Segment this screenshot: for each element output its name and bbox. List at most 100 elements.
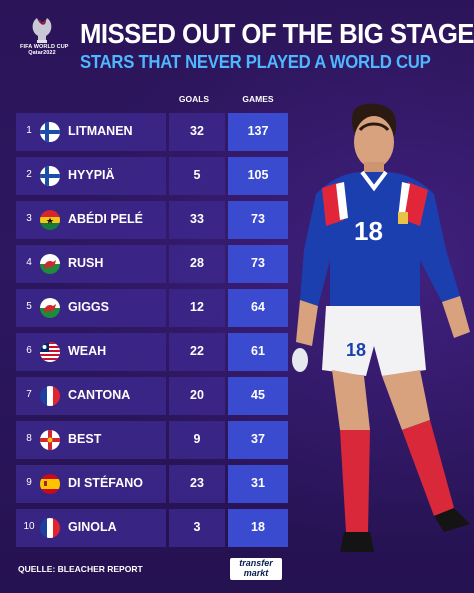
goals-cell: 32 — [169, 113, 225, 151]
name-cell: 3 ABÉDI PELÉ — [16, 201, 166, 239]
rank-number: 6 — [26, 345, 32, 356]
table-row: 1 LITMANEN 32 137 — [16, 113, 288, 151]
spain-flag-icon — [40, 474, 60, 494]
table-row: 6 WEAH 22 61 — [16, 333, 288, 371]
table-row: 3 ABÉDI PELÉ 33 73 — [16, 201, 288, 239]
trophy-icon — [32, 18, 52, 43]
player-name: GIGGS — [68, 300, 109, 314]
games-value: 37 — [251, 432, 265, 446]
name-cell: 9 DI STÉFANO — [16, 465, 166, 503]
games-cell: 73 — [228, 245, 288, 283]
finland-flag-icon — [40, 122, 60, 142]
page-title: MISSED OUT OF THE BIG STAGE — [80, 18, 474, 49]
games-cell: 31 — [228, 465, 288, 503]
player-name: WEAH — [68, 344, 107, 358]
player-name: HYYPIÄ — [68, 168, 115, 182]
table-row: 2 HYYPIÄ 5 105 — [16, 157, 288, 195]
goals-cell: 12 — [169, 289, 225, 327]
games-value: 137 — [247, 124, 269, 138]
goals-value: 33 — [190, 212, 204, 226]
games-value: 61 — [251, 344, 265, 358]
player-name: ABÉDI PELÉ — [68, 212, 144, 226]
goals-cell: 22 — [169, 333, 225, 371]
games-cell: 18 — [228, 509, 288, 547]
games-value: 73 — [251, 256, 265, 270]
games-value: 73 — [251, 212, 265, 226]
france-flag-icon — [40, 386, 60, 406]
brand-line-1: transfer — [239, 558, 273, 568]
shorts-number: 18 — [346, 340, 366, 360]
world-cup-logo: FIFA WORLD CUP Qatar2022 — [20, 16, 69, 56]
rank-number: 10 — [23, 521, 35, 532]
name-cell: 10 GINOLA — [16, 509, 166, 547]
goals-value: 12 — [190, 300, 204, 314]
source-credit: QUELLE: BLEACHER REPORT — [18, 564, 143, 574]
goals-value: 9 — [193, 432, 201, 446]
logo-line-1: FIFA WORLD CUP — [20, 44, 69, 50]
goals-cell: 23 — [169, 465, 225, 503]
goals-value: 3 — [193, 520, 201, 534]
table-row: 8 BEST 9 37 — [16, 421, 288, 459]
player-name: GINOLA — [68, 520, 117, 534]
goals-value: 20 — [190, 388, 204, 402]
brand-line-2: markt — [243, 568, 269, 578]
goals-value: 5 — [193, 168, 201, 182]
wales-flag-icon — [40, 254, 60, 274]
games-cell: 45 — [228, 377, 288, 415]
france-flag-icon — [40, 518, 60, 538]
player-photo: 18 18 — [270, 100, 474, 565]
games-cell: 73 — [228, 201, 288, 239]
rank-number: 5 — [26, 301, 32, 312]
games-cell: 37 — [228, 421, 288, 459]
table-row: 4 RUSH 28 73 — [16, 245, 288, 283]
shirt-number: 18 — [354, 216, 383, 246]
rank-number: 9 — [26, 477, 32, 488]
table-row: 10 GINOLA 3 18 — [16, 509, 288, 547]
goals-cell: 3 — [169, 509, 225, 547]
logo-line-2: Qatar2022 — [28, 50, 56, 56]
goals-cell: 33 — [169, 201, 225, 239]
liberia-flag-icon — [40, 342, 60, 362]
name-cell: 7 CANTONA — [16, 377, 166, 415]
finland-flag-icon — [40, 166, 60, 186]
table-row: 5 GIGGS 12 64 — [16, 289, 288, 327]
games-cell: 105 — [228, 157, 288, 195]
player-name: BEST — [68, 432, 102, 446]
rank-number: 7 — [26, 389, 32, 400]
player-name: RUSH — [68, 256, 104, 270]
games-value: 18 — [251, 520, 265, 534]
name-cell: 4 RUSH — [16, 245, 166, 283]
rank-number: 2 — [26, 169, 32, 180]
name-cell: 2 HYYPIÄ — [16, 157, 166, 195]
goals-cell: 28 — [169, 245, 225, 283]
goals-value: 22 — [190, 344, 204, 358]
rank-number: 4 — [26, 257, 32, 268]
goals-cell: 5 — [169, 157, 225, 195]
games-cell: 61 — [228, 333, 288, 371]
games-value: 31 — [251, 476, 265, 490]
table-row: 7 CANTONA 20 45 — [16, 377, 288, 415]
goals-column-header: GOALS — [178, 94, 210, 104]
name-cell: 5 GIGGS — [16, 289, 166, 327]
table-row: 9 DI STÉFANO 23 31 — [16, 465, 288, 503]
transfermarkt-logo: transfer markt — [230, 558, 282, 580]
wales-flag-icon — [40, 298, 60, 318]
games-value: 45 — [251, 388, 265, 402]
name-cell: 8 BEST — [16, 421, 166, 459]
goals-value: 28 — [190, 256, 204, 270]
rank-number: 3 — [26, 213, 32, 224]
northern-ireland-flag-icon — [40, 430, 60, 450]
player-name: LITMANEN — [68, 124, 133, 138]
games-value: 105 — [247, 168, 269, 182]
name-cell: 1 LITMANEN — [16, 113, 166, 151]
player-name: DI STÉFANO — [68, 476, 144, 490]
player-name: CANTONA — [68, 388, 131, 402]
name-cell: 6 WEAH — [16, 333, 166, 371]
goals-value: 23 — [190, 476, 204, 490]
page-subtitle: STARS THAT NEVER PLAYED A WORLD CUP — [80, 52, 431, 72]
games-value: 64 — [251, 300, 265, 314]
goals-cell: 9 — [169, 421, 225, 459]
goals-cell: 20 — [169, 377, 225, 415]
ghana-flag-icon — [40, 210, 60, 230]
